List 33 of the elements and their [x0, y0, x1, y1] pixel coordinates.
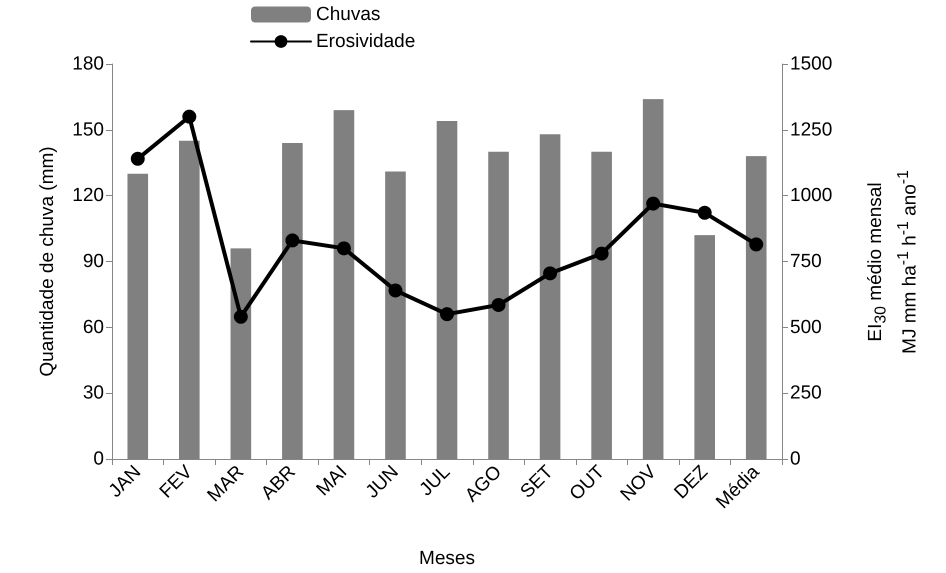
point — [234, 310, 248, 324]
legend-label: Chuvas — [316, 4, 380, 25]
y-tick-label: 150 — [72, 119, 104, 140]
y2-tick-label: 1500 — [790, 54, 832, 74]
point — [388, 283, 402, 298]
y-axis-title: Quantidade de chuva (mm) — [37, 146, 58, 377]
y2-tick-label: 250 — [790, 382, 822, 404]
point — [594, 246, 609, 261]
y2-tick-label: 1000 — [790, 185, 832, 206]
x-tick-label: MAI — [312, 462, 352, 500]
point — [440, 307, 454, 322]
y2-tick-label: 750 — [790, 251, 822, 272]
y-tick-label: 30 — [82, 382, 104, 404]
point — [492, 298, 506, 312]
y-tick-label: 180 — [72, 54, 104, 74]
x-axis-title: Meses — [419, 548, 475, 569]
point — [698, 206, 712, 220]
point — [543, 266, 558, 280]
point — [285, 233, 300, 248]
point — [646, 196, 660, 211]
y-tick-label: 0 — [93, 448, 104, 470]
point — [182, 110, 196, 124]
legend-label: Erosividade — [316, 31, 416, 52]
y2-tick-label: 1250 — [790, 119, 832, 140]
x-tick-label: JUL — [416, 462, 454, 500]
point — [336, 241, 351, 256]
y-tick-label: 60 — [82, 316, 104, 338]
point — [130, 152, 145, 166]
y-tick-label: 120 — [72, 185, 104, 206]
y2-tick-label: 0 — [790, 448, 801, 470]
y2-tick-label: 500 — [790, 316, 822, 338]
point — [749, 237, 764, 252]
y-tick-label: 90 — [82, 251, 104, 272]
